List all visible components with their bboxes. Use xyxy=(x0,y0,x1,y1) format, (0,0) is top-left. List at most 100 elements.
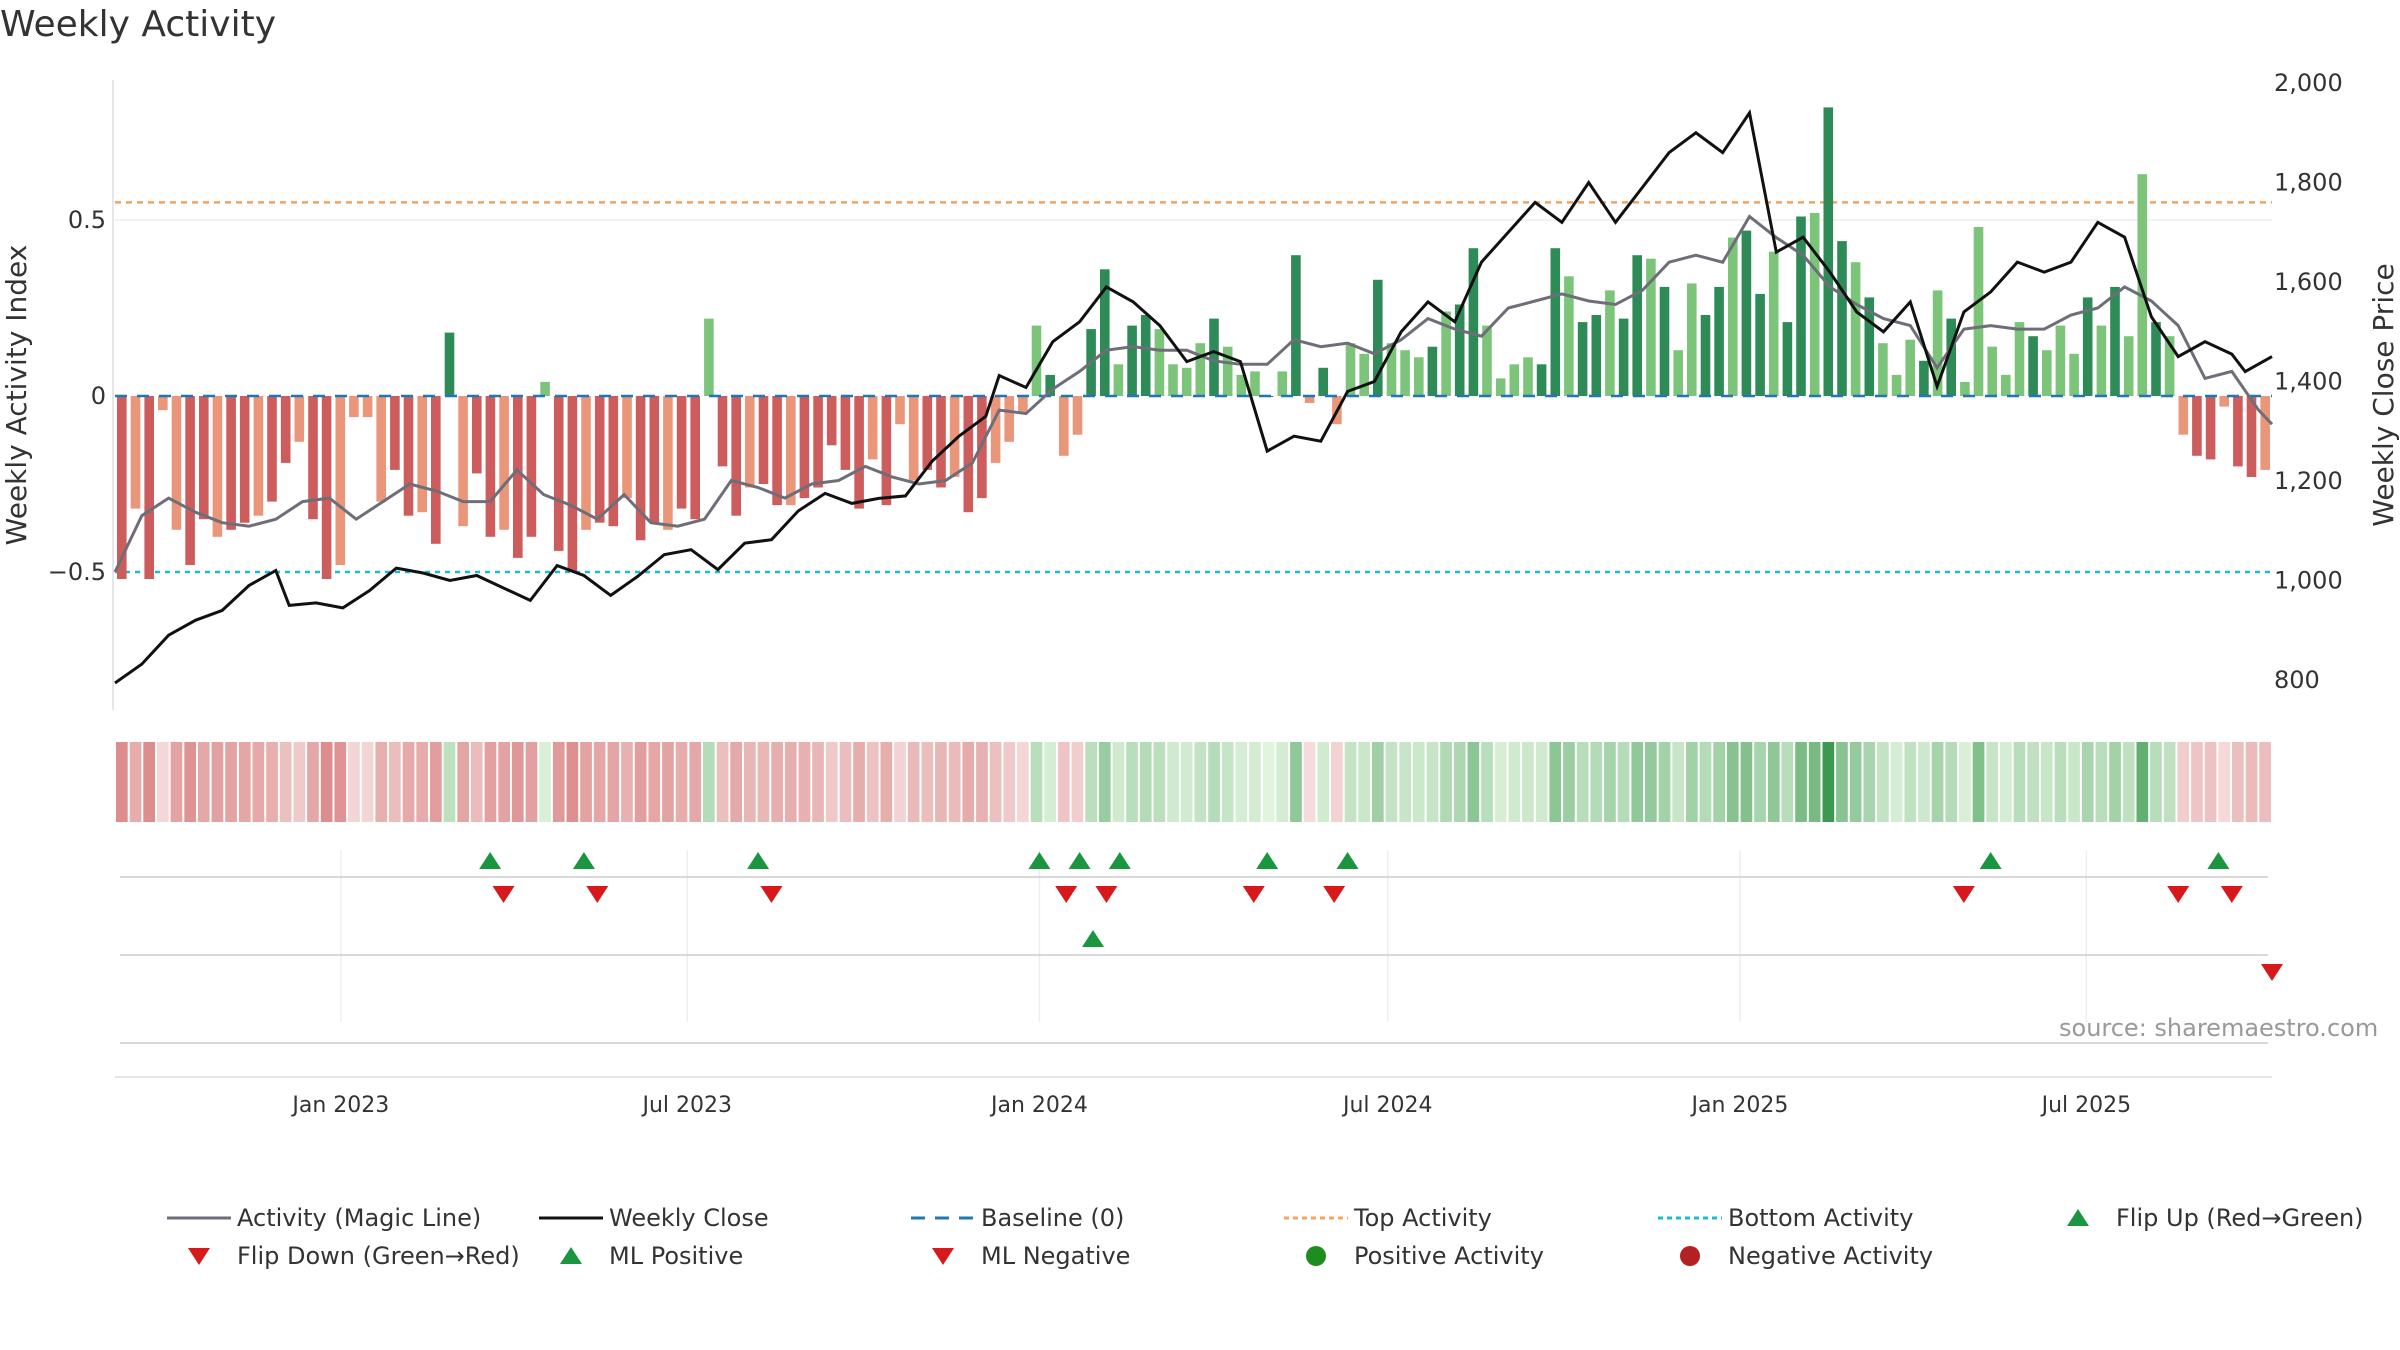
legend-symbol xyxy=(539,1216,603,1220)
activity-bar xyxy=(895,396,905,425)
activity-bar xyxy=(1687,283,1697,396)
activity-bar xyxy=(1973,227,1984,396)
heat-cell xyxy=(1672,742,1684,822)
activity-bar xyxy=(526,396,537,537)
activity-bar xyxy=(280,396,291,463)
y2-tick-label: 1,200 xyxy=(2274,467,2343,495)
legend-symbol xyxy=(2067,1209,2089,1226)
y-tick-label: 0.5 xyxy=(68,206,106,234)
heat-cell xyxy=(1303,742,1316,822)
legend-symbol-wrap xyxy=(537,1200,605,1236)
heat-cell xyxy=(116,742,128,822)
heat-cell xyxy=(1808,742,1821,822)
heat-cell xyxy=(211,742,224,822)
heat-cell xyxy=(1795,742,1807,822)
heat-cell xyxy=(1412,742,1425,822)
activity-bar xyxy=(1878,343,1888,396)
heat-cell xyxy=(443,742,456,822)
heat-cell xyxy=(757,742,770,822)
heat-cell xyxy=(1522,742,1534,822)
heat-cell xyxy=(675,742,688,822)
heat-cell xyxy=(1494,742,1507,822)
activity-bar xyxy=(949,396,960,477)
heat-cell xyxy=(866,742,879,822)
activity-bar xyxy=(1646,258,1656,396)
heat-cell xyxy=(157,742,169,822)
activity-bar xyxy=(676,396,687,509)
legend-item: Flip Up (Red→Green) xyxy=(2044,1200,2364,1236)
heat-cell xyxy=(1071,742,1084,822)
activity-bar xyxy=(826,396,837,446)
activity-bar xyxy=(1127,325,1137,396)
activity-bar xyxy=(881,396,892,506)
heat-cell xyxy=(2136,742,2149,822)
heat-cell xyxy=(2068,742,2080,822)
heat-cell xyxy=(580,742,592,822)
legend-item: Weekly Close xyxy=(537,1200,769,1236)
activity-bar xyxy=(2178,396,2189,435)
legend-item: Activity (Magic Line) xyxy=(165,1200,481,1236)
legend-symbol-wrap xyxy=(1282,1200,1350,1236)
activity-bar xyxy=(2028,336,2038,396)
heat-cell xyxy=(839,742,852,822)
heat-cell xyxy=(470,742,483,822)
heat-cell xyxy=(266,742,278,822)
activity-bar xyxy=(1222,346,1233,396)
heat-cell xyxy=(1098,742,1111,822)
activity-bar xyxy=(717,396,728,467)
activity-bar xyxy=(799,396,810,499)
heat-cell xyxy=(1399,742,1411,822)
activity-bar xyxy=(867,396,878,460)
legend-symbol-wrap xyxy=(1656,1238,1724,1274)
heat-cell xyxy=(1467,742,1480,822)
activity-bar xyxy=(321,396,332,579)
heat-cell xyxy=(2163,742,2176,822)
activity-bar xyxy=(499,396,509,530)
heat-cell xyxy=(1017,742,1029,822)
x-tick-label: Jan 2024 xyxy=(989,1093,1088,1118)
activity-bar xyxy=(1168,364,1178,396)
heat-cell xyxy=(238,742,251,822)
activity-bar xyxy=(1605,290,1615,396)
activity-bar xyxy=(362,396,373,418)
legend-symbol xyxy=(1306,1246,1326,1266)
heat-cell xyxy=(539,742,551,822)
heat-cell xyxy=(2245,742,2258,822)
flip-up-marker xyxy=(1108,852,1131,869)
ml-positive-marker xyxy=(1082,930,1105,947)
activity-bar xyxy=(376,396,386,502)
heat-cell xyxy=(1003,742,1016,822)
heat-cell xyxy=(197,742,210,822)
heat-cell xyxy=(812,742,824,822)
heat-cell xyxy=(1590,742,1603,822)
heat-cell xyxy=(989,742,1002,822)
legend-label: Weekly Close xyxy=(609,1204,769,1232)
activity-bar xyxy=(1495,378,1506,396)
heat-cell xyxy=(1331,742,1343,822)
heat-cell xyxy=(1617,742,1630,822)
legend-item: Negative Activity xyxy=(1656,1238,1933,1274)
activity-bar xyxy=(1864,297,1875,396)
heat-cell xyxy=(1836,742,1848,822)
activity-bar xyxy=(1113,364,1124,396)
activity-bar xyxy=(922,396,933,470)
flip-down-marker xyxy=(1055,886,1078,903)
chart-legend: Activity (Magic Line) Weekly Close Baselin… xyxy=(0,1200,2400,1280)
activity-bar xyxy=(635,396,646,541)
heat-cell xyxy=(1754,742,1766,822)
activity-bar xyxy=(253,396,264,516)
activity-bar xyxy=(458,396,468,527)
activity-bar xyxy=(745,396,755,488)
weekly-close-series xyxy=(114,109,2273,685)
activity-bar xyxy=(2123,336,2134,396)
activity-bar xyxy=(1577,322,1588,396)
heat-cell xyxy=(1822,742,1835,822)
activity-bar xyxy=(1100,269,1110,396)
heat-cell xyxy=(430,742,442,822)
activity-bar xyxy=(1400,350,1410,396)
x-tick-label: Jul 2025 xyxy=(2040,1093,2132,1118)
heat-cell xyxy=(1180,742,1193,822)
activity-bar xyxy=(2042,350,2052,396)
heat-cell xyxy=(1235,742,1248,822)
